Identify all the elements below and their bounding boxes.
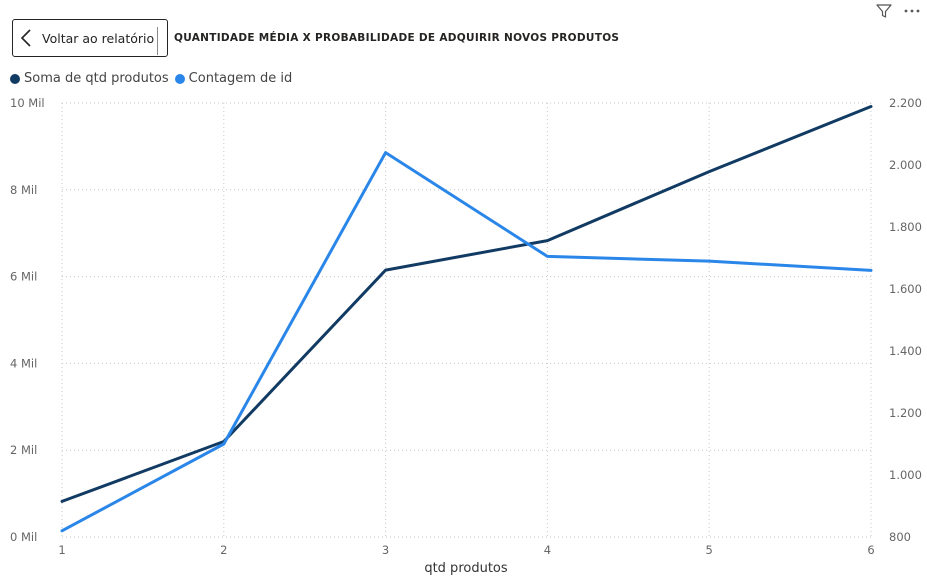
back-button-label: Voltar ao relatório <box>42 30 155 46</box>
filter-icon[interactable] <box>875 2 893 20</box>
chart-title: QUANTIDADE MÉDIA X PROBABILIDADE DE ADQU… <box>174 32 620 44</box>
legend-item-contagem[interactable]: Contagem de id <box>174 71 293 86</box>
x-axis: 1 2 3 4 5 6 <box>58 543 874 557</box>
more-options-icon[interactable] <box>903 2 921 20</box>
y-right-tick-label: 2.000 <box>889 158 922 172</box>
visual-toolbar <box>875 2 921 20</box>
legend-item-soma[interactable]: Soma de qtd produtos <box>10 71 169 86</box>
back-to-report-button[interactable]: Voltar ao relatório <box>12 19 168 57</box>
chart-series <box>60 105 873 533</box>
x-tick-label: 1 <box>58 543 65 557</box>
x-tick-label: 6 <box>867 543 874 557</box>
y-right-tick-label: 1.200 <box>889 406 922 420</box>
legend-label-soma: Soma de qtd produtos <box>24 71 169 86</box>
x-tick-label: 5 <box>706 543 713 557</box>
legend-marker-soma <box>10 73 20 84</box>
chart-legend: Soma de qtd produtos Contagem de id <box>10 71 292 86</box>
y-left-tick-label: 10 Mil <box>10 96 45 110</box>
y-right-tick-label: 2.200 <box>889 96 922 110</box>
y-right-tick-label: 800 <box>889 530 911 544</box>
y-left-tick-label: 4 Mil <box>10 356 37 370</box>
y-left-tick-label: 2 Mil <box>10 443 37 457</box>
x-tick-label: 4 <box>544 543 551 557</box>
x-tick-label: 2 <box>220 543 227 557</box>
x-axis-label: qtd produtos <box>424 561 508 576</box>
series-line-soma-qtd-produtos[interactable] <box>60 105 873 503</box>
series-line-contagem-de-id[interactable] <box>60 151 873 533</box>
y-right-tick-label: 1.600 <box>889 282 922 296</box>
y-left-tick-label: 0 Mil <box>10 530 37 544</box>
legend-label-contagem: Contagem de id <box>188 71 293 86</box>
y-right-tick-label: 1.000 <box>889 468 922 482</box>
header-divider <box>157 27 158 55</box>
y-axis-right: 800 1.000 1.200 1.400 1.600 1.800 2.000 2.200 <box>889 96 922 544</box>
y-left-tick-label: 6 Mil <box>10 270 37 284</box>
x-tick-label: 3 <box>382 543 389 557</box>
y-right-tick-label: 1.400 <box>889 344 922 358</box>
y-right-tick-label: 1.800 <box>889 220 922 234</box>
legend-marker-contagem <box>174 73 185 84</box>
chevron-left-icon <box>13 20 39 56</box>
y-left-tick-label: 8 Mil <box>10 183 37 197</box>
y-axis-left: 0 Mil 2 Mil 4 Mil 6 Mil 8 Mil 10 Mil <box>10 96 45 544</box>
chart-grid <box>61 102 872 538</box>
visual-header: Voltar ao relatório QUANTIDADE MÉDIA X P… <box>0 0 927 60</box>
